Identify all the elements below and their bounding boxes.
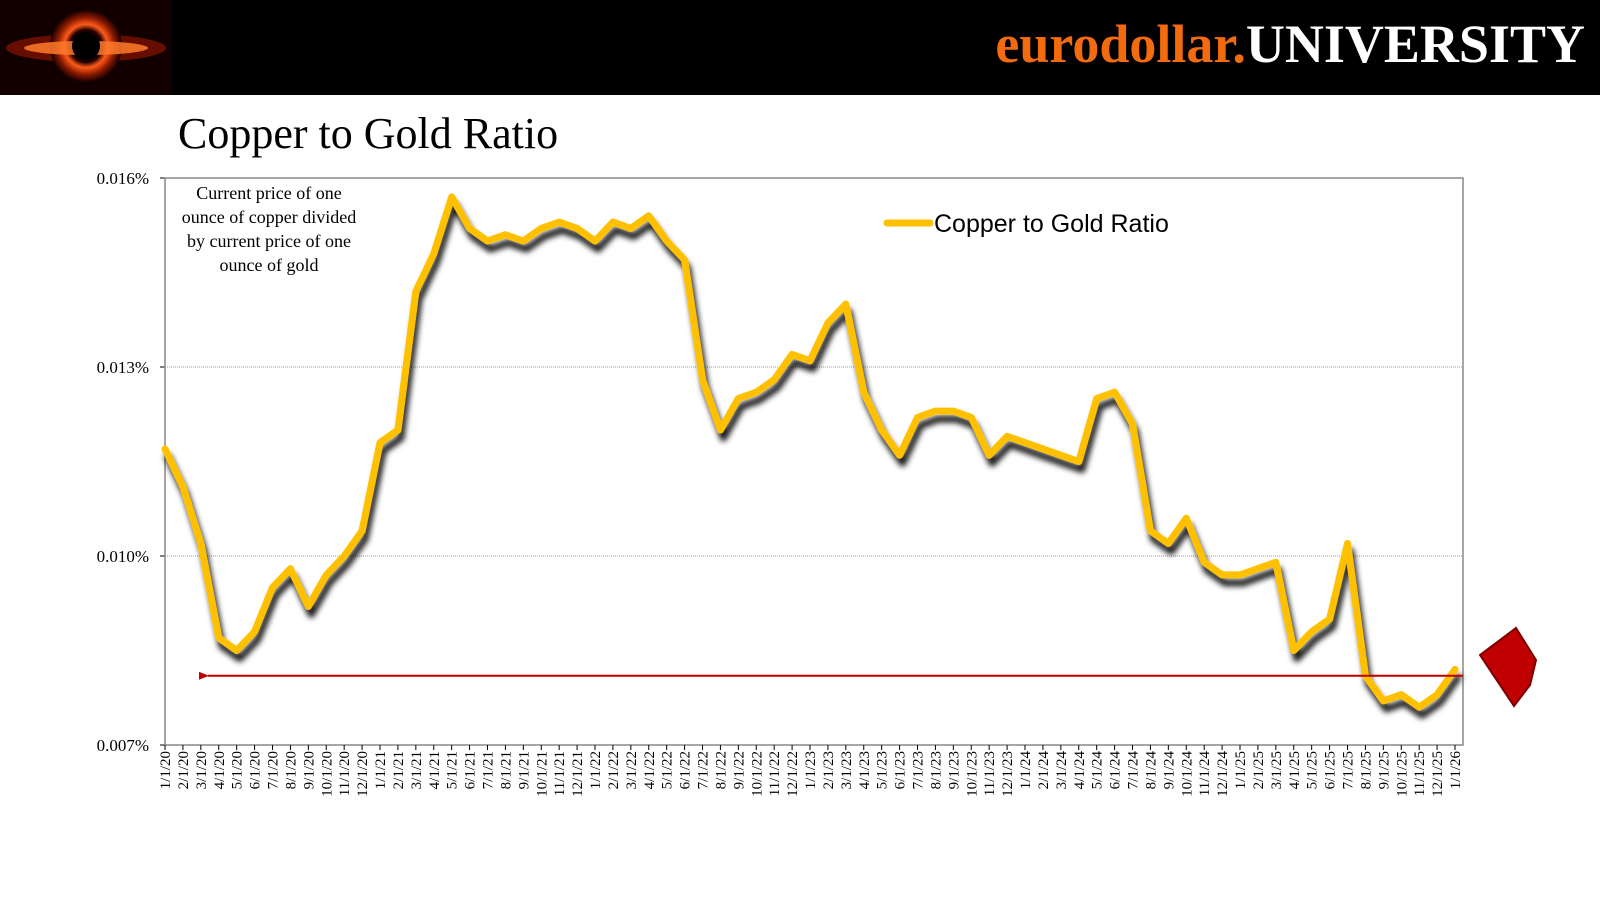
logo bbox=[0, 0, 172, 95]
x-tick-label: 12/1/23 bbox=[1000, 751, 1016, 797]
annotation: by current price of one bbox=[187, 231, 351, 251]
x-tick-label: 3/1/24 bbox=[1054, 751, 1070, 790]
x-tick-label: 6/1/22 bbox=[678, 751, 694, 789]
x-tick-label: 4/1/24 bbox=[1072, 751, 1088, 790]
y-tick-label: 0.007% bbox=[97, 736, 149, 755]
y-tick-label: 0.016% bbox=[97, 169, 149, 188]
x-tick-label: 11/1/21 bbox=[552, 751, 568, 796]
x-tick-label: 7/1/22 bbox=[696, 751, 712, 789]
x-tick-label: 2/1/22 bbox=[606, 751, 622, 789]
x-tick-label: 10/1/20 bbox=[319, 751, 335, 797]
y-tick-label: 0.013% bbox=[97, 358, 149, 377]
x-tick-label: 7/1/20 bbox=[266, 751, 282, 789]
x-tick-label: 6/1/21 bbox=[463, 751, 479, 789]
x-tick-label: 3/1/21 bbox=[409, 751, 425, 789]
x-tick-label: 9/1/25 bbox=[1376, 751, 1392, 789]
x-tick-label: 11/1/24 bbox=[1197, 751, 1213, 797]
x-tick-label: 12/1/24 bbox=[1215, 751, 1231, 797]
x-tick-label: 12/1/25 bbox=[1430, 751, 1446, 797]
x-tick-label: 5/1/24 bbox=[1090, 751, 1106, 790]
x-tick-label: 9/1/23 bbox=[946, 751, 962, 789]
x-tick-label: 10/1/21 bbox=[534, 751, 550, 797]
x-tick-label: 1/1/21 bbox=[373, 751, 389, 789]
x-tick-label: 8/1/24 bbox=[1143, 751, 1159, 790]
series-line bbox=[161, 193, 1459, 711]
annotation: ounce of gold bbox=[220, 255, 319, 275]
x-tick-label: 12/1/21 bbox=[570, 751, 586, 797]
x-tick-label: 6/1/24 bbox=[1108, 751, 1124, 790]
x-tick-label: 5/1/23 bbox=[875, 751, 891, 789]
x-tick-label: 8/1/21 bbox=[498, 751, 514, 789]
x-tick-label: 7/1/24 bbox=[1126, 751, 1142, 790]
x-tick-label: 2/1/21 bbox=[391, 751, 407, 789]
x-tick-label: 9/1/21 bbox=[516, 751, 532, 789]
pointer-arrow bbox=[1478, 626, 1538, 708]
plot: 0.007%0.010%0.013%0.016%1/1/20 2/1/20 3/1/… bbox=[97, 169, 1464, 797]
x-tick-label: 8/1/25 bbox=[1358, 751, 1374, 789]
x-tick-label: 11/1/23 bbox=[982, 751, 998, 796]
brand-suffix: UNIVERSITY bbox=[1246, 14, 1585, 74]
brand-name: eurodollar. bbox=[995, 14, 1246, 74]
x-tick-label: 5/1/20 bbox=[230, 751, 246, 789]
plot-frame bbox=[164, 177, 1464, 746]
x-tick-label: 1/1/20 bbox=[158, 751, 174, 789]
x-tick-label: 12/1/22 bbox=[785, 751, 801, 797]
x-tick-label: 3/1/25 bbox=[1269, 751, 1285, 789]
brand: eurodollar.UNIVERSITY bbox=[995, 14, 1585, 74]
chart-title: Copper to Gold Ratio bbox=[178, 109, 558, 158]
x-tick-label: 2/1/20 bbox=[176, 751, 192, 789]
x-tick-label: 5/1/21 bbox=[445, 751, 461, 789]
x-tick-label: 3/1/22 bbox=[624, 751, 640, 789]
x-tick-label: 3/1/23 bbox=[839, 751, 855, 789]
x-tick-label: 8/1/23 bbox=[928, 751, 944, 789]
x-tick-label: 11/1/25 bbox=[1412, 751, 1428, 796]
x-tick-label: 2/1/25 bbox=[1251, 751, 1267, 789]
x-tick-label: 6/1/23 bbox=[893, 751, 909, 789]
x-tick-label: 7/1/21 bbox=[481, 751, 497, 789]
x-tick-label: 7/1/25 bbox=[1341, 751, 1357, 789]
x-tick-label: 4/1/21 bbox=[427, 751, 443, 789]
x-tick-label: 10/1/25 bbox=[1394, 751, 1410, 797]
x-tick-label: 7/1/23 bbox=[911, 751, 927, 789]
x-tick-label: 1/1/24 bbox=[1018, 751, 1034, 790]
x-tick-label: 4/1/23 bbox=[857, 751, 873, 789]
x-tick-label: 10/1/23 bbox=[964, 751, 980, 797]
x-tick-label: 2/1/24 bbox=[1036, 751, 1052, 790]
x-tick-label: 8/1/22 bbox=[713, 751, 729, 789]
x-tick-label: 9/1/24 bbox=[1161, 751, 1177, 790]
x-tick-label: 6/1/20 bbox=[248, 751, 264, 789]
header-bar bbox=[0, 0, 1600, 95]
x-tick-label: 1/1/22 bbox=[588, 751, 604, 789]
legend-label: Copper to Gold Ratio bbox=[934, 210, 1169, 238]
x-tick-label: 4/1/25 bbox=[1287, 751, 1303, 789]
x-tick-label: 9/1/20 bbox=[301, 751, 317, 789]
x-tick-label: 1/1/26 bbox=[1448, 751, 1464, 790]
x-tick-label: 6/1/25 bbox=[1323, 751, 1339, 789]
x-tick-label: 4/1/20 bbox=[212, 751, 228, 789]
x-tick-label: 10/1/22 bbox=[749, 751, 765, 797]
x-tick-label: 1/1/23 bbox=[803, 751, 819, 789]
y-tick-label: 0.010% bbox=[97, 547, 149, 566]
x-tick-label: 2/1/23 bbox=[821, 751, 837, 789]
x-tick-label: 5/1/22 bbox=[660, 751, 676, 789]
annotation: Current price of one bbox=[196, 183, 341, 203]
x-tick-label: 11/1/20 bbox=[337, 751, 353, 796]
x-tick-label: 9/1/22 bbox=[731, 751, 747, 789]
x-tick-label: 10/1/24 bbox=[1179, 751, 1195, 797]
annotation: ounce of copper divided bbox=[182, 207, 356, 227]
x-tick-label: 1/1/25 bbox=[1233, 751, 1249, 789]
x-tick-label: 12/1/20 bbox=[355, 751, 371, 797]
x-tick-label: 8/1/20 bbox=[283, 751, 299, 789]
x-tick-label: 3/1/20 bbox=[194, 751, 210, 789]
x-tick-label: 5/1/25 bbox=[1305, 751, 1321, 789]
x-tick-label: 4/1/22 bbox=[642, 751, 658, 789]
x-tick-label: 11/1/22 bbox=[767, 751, 783, 796]
